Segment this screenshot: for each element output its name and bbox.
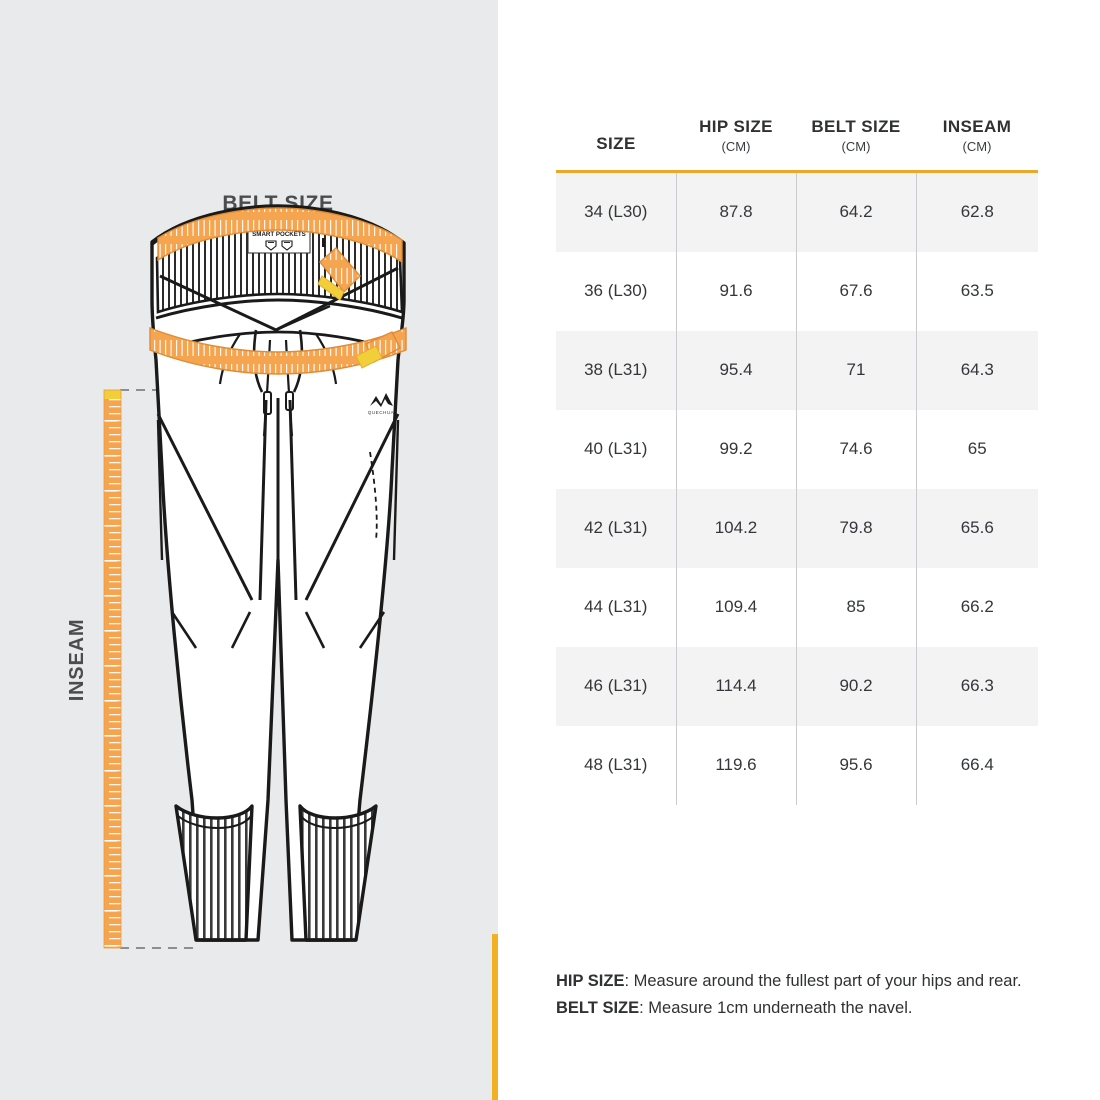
accent-bar [492, 934, 499, 1100]
measurement-note: BELT SIZE: Measure 1cm underneath the na… [556, 995, 1076, 1022]
cell-size: 38 (L31) [556, 330, 677, 410]
shield-icon-pair [265, 240, 293, 251]
cell-inseam: 65 [967, 439, 987, 459]
cell-belt: 64.2 [796, 171, 917, 252]
cell-inseam: 63.5 [960, 281, 994, 301]
cell-hip: 91.6 [676, 251, 797, 331]
table-row: 48 (L31) 119.6 95.6 66.4 [556, 725, 1038, 805]
cell-inseam: 66.3 [916, 646, 1038, 726]
quechua-wordmark: QUECHUA [368, 410, 395, 415]
table-row: 42 (L31) 104.2 79.8 65.6 [556, 488, 1038, 568]
column-header-hip: HIP SIZE (CM) [676, 117, 796, 173]
measurement-note-term: BELT SIZE [556, 998, 640, 1017]
cell-size: 42 (L31) [556, 488, 677, 568]
cell-inseam: 64.3 [916, 330, 1038, 410]
cell-size: 48 (L31) [556, 725, 677, 805]
cell-belt: 90.2 [796, 646, 917, 726]
smart-pockets-text: SMART POCKETS [252, 231, 306, 238]
cell-hip: 87.8 [676, 171, 797, 252]
inseam-label: INSEAM [66, 619, 88, 702]
illustration-panel: BELT SIZE HIP SIZE INSEAM [0, 0, 498, 1100]
measurement-note-term: HIP SIZE [556, 972, 625, 990]
cell-hip: 109.4 [676, 567, 797, 647]
cell-inseam: 62.8 [916, 171, 1038, 252]
cell-size: 46 (L31) [556, 646, 677, 726]
cell-belt: 74.6 [796, 409, 917, 489]
table-row: 46 (L31) 114.4 90.2 66.3 [556, 646, 1038, 726]
column-header-belt: BELT SIZE (CM) [796, 117, 916, 173]
cell-hip: 119.6 [676, 725, 797, 805]
garment-outline [150, 204, 406, 942]
cell-belt: 95.6 [796, 725, 917, 805]
pants-diagram: BELT SIZE HIP SIZE INSEAM [66, 192, 407, 949]
cell-hip: 99.2 [676, 409, 797, 489]
size-chart-table: SIZE HIP SIZE (CM) BELT SIZE (CM) INSEAM… [556, 117, 1038, 805]
cell-inseam: 65.6 [916, 488, 1038, 568]
measurement-note: HIP SIZE: Measure around the fullest par… [556, 968, 1076, 995]
measurement-note-text: : Measure 1cm underneath the navel. [639, 998, 913, 1017]
cell-hip: 95.4 [676, 330, 797, 410]
cell-size: 34 (L30) [556, 171, 677, 252]
column-header-size-label: SIZE [596, 134, 636, 154]
content-panel: SIZE HIP SIZE (CM) BELT SIZE (CM) INSEAM… [498, 0, 1100, 1100]
column-header-hip-unit: (CM) [721, 138, 751, 154]
column-header-inseam-unit: (CM) [962, 138, 992, 154]
quechua-logo: QUECHUA [368, 393, 395, 415]
cell-belt: 79.8 [796, 488, 917, 568]
cell-belt: 85 [796, 567, 917, 647]
column-header-hip-label: HIP SIZE [699, 117, 773, 136]
column-header-inseam-label: INSEAM [942, 117, 1012, 136]
table-body: 34 (L30) 87.8 64.2 62.8 36 (L30) 91.6 67.6 63.5… [556, 171, 1038, 805]
cell-size: 44 (L31) [556, 567, 677, 647]
table-row: 44 (L31) 109.4 85 66.2 [556, 567, 1038, 647]
belt-measuring-tape [157, 207, 403, 301]
cell-inseam: 66.4 [960, 755, 994, 775]
cell-hip: 114.4 [676, 646, 797, 726]
cell-size: 36 (L30) [556, 251, 677, 331]
cell-inseam: 66.2 [960, 597, 994, 617]
table-row: 34 (L30) 87.8 64.2 62.8 [556, 171, 1038, 252]
table-header: SIZE HIP SIZE (CM) BELT SIZE (CM) INSEAM… [556, 117, 1038, 173]
table-header-row: SIZE HIP SIZE (CM) BELT SIZE (CM) INSEAM… [556, 117, 1038, 173]
column-header-size: SIZE [556, 118, 676, 173]
cell-belt: 71 [796, 330, 917, 410]
table-row: 38 (L31) 95.4 71 64.3 [556, 330, 1038, 410]
table-row: 36 (L30) 91.6 67.6 63.5 [556, 251, 1038, 331]
cell-hip: 104.2 [676, 488, 797, 568]
table-row: 40 (L31) 99.2 74.6 65 [556, 409, 1038, 489]
inseam-ruler [103, 389, 122, 949]
measurement-note-text: : Measure around the fullest part of you… [624, 972, 1022, 990]
column-header-belt-unit: (CM) [841, 138, 871, 154]
hip-measuring-tape [149, 326, 407, 375]
measurement-notes: HIP SIZE: Measure around the fullest par… [556, 968, 1076, 1021]
cell-belt: 67.6 [796, 251, 917, 331]
column-header-belt-label: BELT SIZE [811, 117, 901, 136]
cell-size: 40 (L31) [556, 409, 677, 489]
column-header-inseam: INSEAM (CM) [916, 117, 1038, 173]
